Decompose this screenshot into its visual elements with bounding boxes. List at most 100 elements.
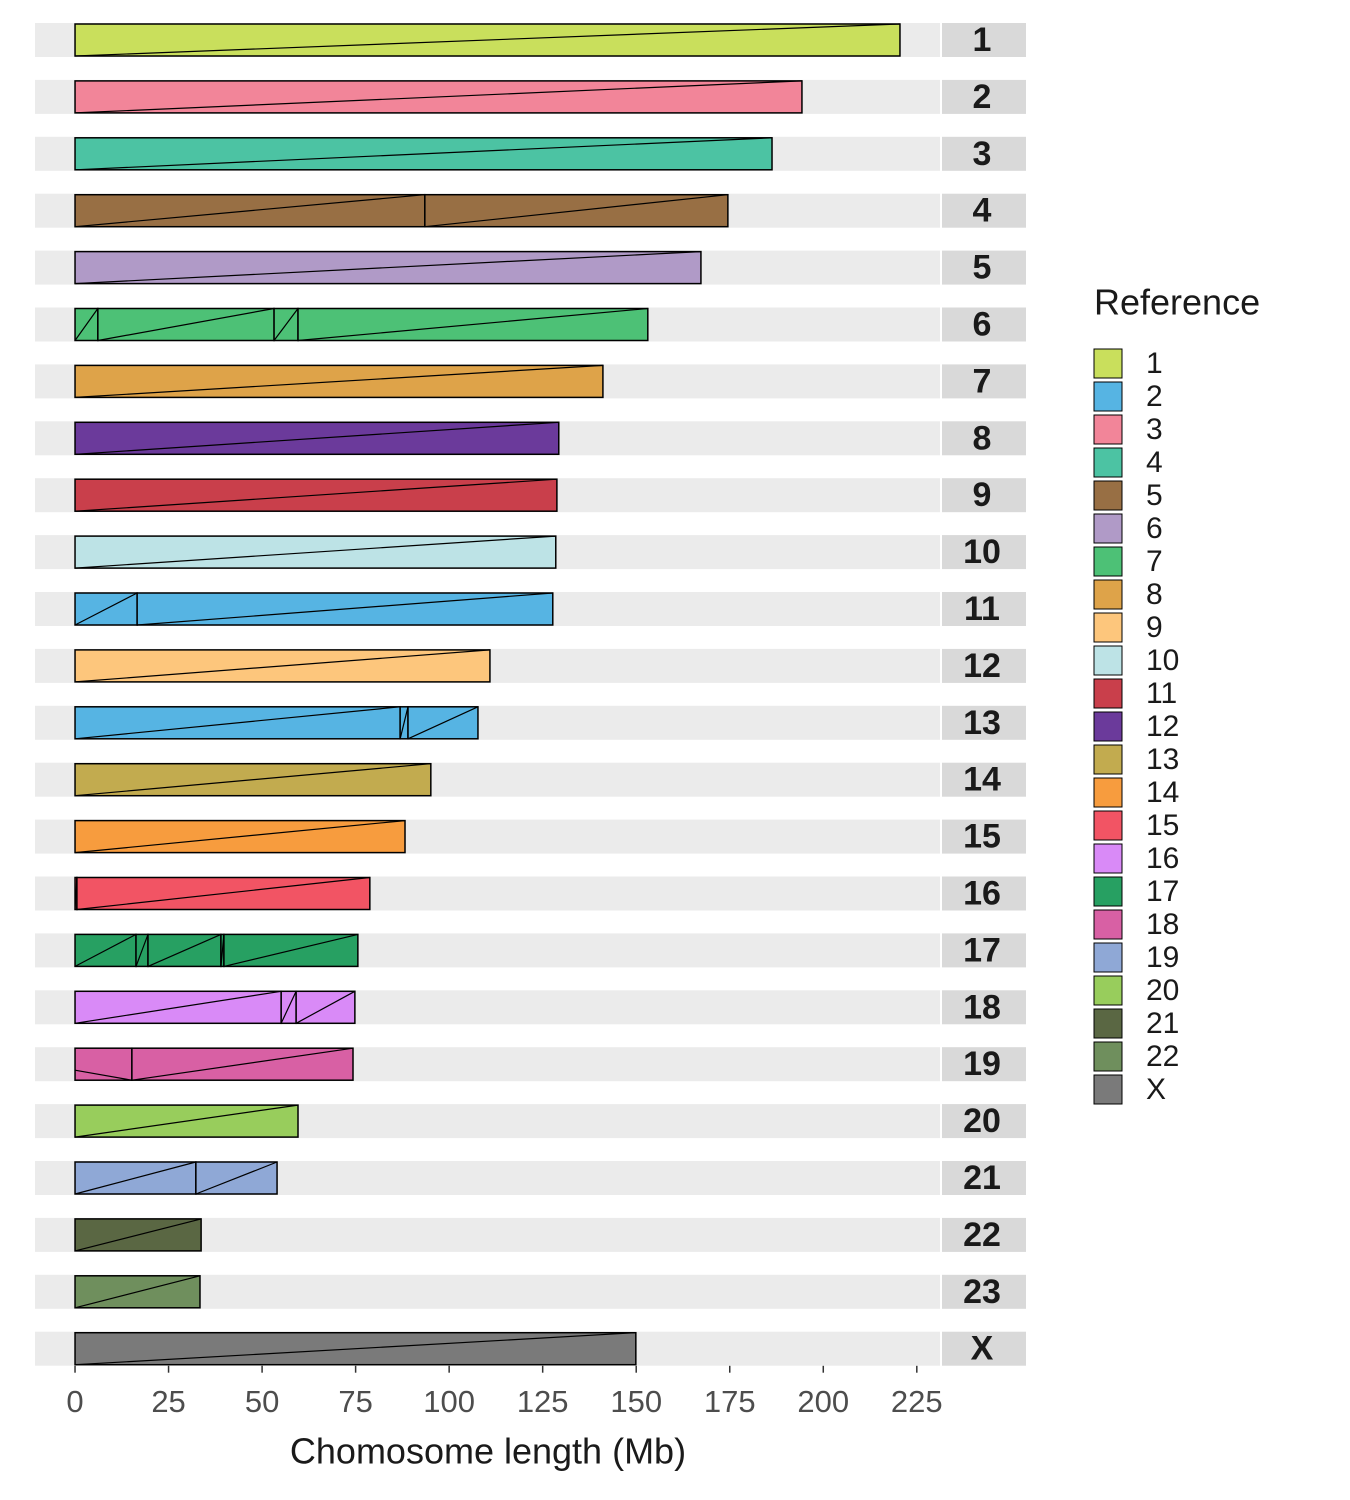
strip-background	[942, 421, 1026, 456]
legend-swatch	[1093, 975, 1123, 1006]
legend-swatch	[1093, 909, 1123, 940]
strip-background	[942, 23, 1026, 57]
orientation-line	[297, 307, 648, 342]
strip-label: 21	[963, 1159, 1001, 1197]
legend-label: 18	[1146, 908, 1179, 941]
legend-swatch	[1093, 480, 1123, 511]
legend-swatch	[1093, 942, 1123, 973]
legend-label: 12	[1146, 710, 1179, 743]
legend-label: 9	[1146, 611, 1163, 644]
legend-label: 6	[1146, 512, 1163, 545]
orientation-line	[74, 649, 490, 683]
legend-label: 17	[1146, 875, 1179, 908]
orientation-line	[74, 1104, 299, 1138]
orientation-line	[97, 307, 275, 342]
strip-label: 10	[963, 533, 1001, 571]
orientation-line	[74, 592, 138, 626]
orientation-line	[407, 706, 479, 740]
strip-background	[942, 1217, 1026, 1252]
legend-swatch	[1093, 645, 1123, 676]
legend-label: 14	[1146, 776, 1179, 809]
legend-swatch	[1093, 414, 1123, 445]
legend-swatch	[1093, 381, 1123, 412]
strip-label: 11	[964, 590, 1000, 628]
legend-swatch	[1093, 876, 1123, 907]
strip-label: 7	[973, 362, 992, 400]
legend-swatch	[1093, 777, 1123, 808]
orientation-line	[74, 308, 99, 341]
legend-label: X	[1146, 1073, 1166, 1106]
legend-label: 2	[1146, 380, 1163, 413]
orientation-line	[223, 933, 359, 967]
orientation-line	[74, 194, 425, 228]
strip-label: 12	[963, 647, 1001, 685]
strip-background	[942, 705, 1026, 740]
orientation-line	[424, 194, 728, 228]
orientation-line	[74, 1161, 197, 1195]
strip-label: 9	[973, 476, 992, 514]
legend-label: 19	[1146, 941, 1179, 974]
strip-label: 3	[973, 135, 992, 173]
legend-title: Reference	[1094, 282, 1260, 323]
strip-background	[942, 990, 1026, 1025]
legend-swatch	[1093, 447, 1123, 478]
strip-background	[942, 364, 1026, 399]
strip-label: 4	[973, 192, 992, 230]
x-tick-label: 75	[338, 1384, 372, 1419]
strip-background	[942, 762, 1026, 797]
orientation-line	[75, 80, 802, 114]
strip-label: 14	[963, 761, 1001, 799]
orientation-line	[280, 991, 297, 1024]
orientation-line	[147, 933, 222, 967]
strip-label: 1	[973, 21, 992, 59]
strip-background	[942, 307, 1026, 342]
strip-background	[942, 136, 1026, 171]
legend-label: 11	[1146, 677, 1177, 710]
orientation-line	[295, 990, 356, 1024]
x-tick-label: 175	[704, 1384, 756, 1419]
strip-label: 2	[973, 78, 992, 116]
legend-swatch	[1093, 579, 1123, 610]
orientation-line	[75, 23, 900, 57]
strip-background	[942, 193, 1026, 228]
x-tick-label: 225	[891, 1384, 943, 1419]
legend-swatch	[1093, 513, 1123, 544]
strip-label: X	[971, 1330, 994, 1368]
legend-label: 13	[1146, 743, 1179, 776]
strip-label: 17	[963, 931, 1001, 969]
legend-label: 10	[1146, 644, 1179, 677]
legend-label: 22	[1146, 1040, 1179, 1073]
orientation-line	[131, 1047, 354, 1081]
strip-label: 23	[963, 1273, 1001, 1311]
orientation-line	[135, 934, 149, 967]
strip-label: 22	[963, 1216, 1001, 1254]
orientation-line	[74, 1275, 201, 1309]
orientation-line	[74, 1069, 133, 1081]
legend-label: 4	[1146, 446, 1163, 479]
strip-label: 16	[963, 874, 1001, 912]
orientation-line	[74, 535, 556, 569]
strip-background	[942, 250, 1026, 285]
legend-swatch	[1093, 1008, 1123, 1039]
legend-label: 8	[1146, 578, 1163, 611]
x-tick-label: 150	[610, 1384, 662, 1419]
legend-swatch	[1093, 744, 1123, 775]
legend-label: 5	[1146, 479, 1163, 512]
orientation-line	[75, 251, 701, 285]
legend-swatch	[1093, 843, 1123, 874]
strip-label: 18	[963, 988, 1001, 1026]
orientation-line	[137, 592, 553, 626]
x-tick-label: 200	[797, 1384, 849, 1419]
orientation-line	[74, 478, 557, 512]
legend-label: 1	[1146, 347, 1163, 380]
strip-background	[942, 1161, 1026, 1195]
strip-background	[942, 79, 1026, 114]
orientation-line	[273, 308, 299, 341]
strip-background	[942, 1331, 1026, 1366]
strip-background	[942, 819, 1026, 854]
strip-background	[942, 1047, 1026, 1082]
strip-label: 8	[973, 419, 992, 457]
x-tick-label: 0	[66, 1384, 83, 1419]
legend-label: 7	[1146, 545, 1163, 578]
